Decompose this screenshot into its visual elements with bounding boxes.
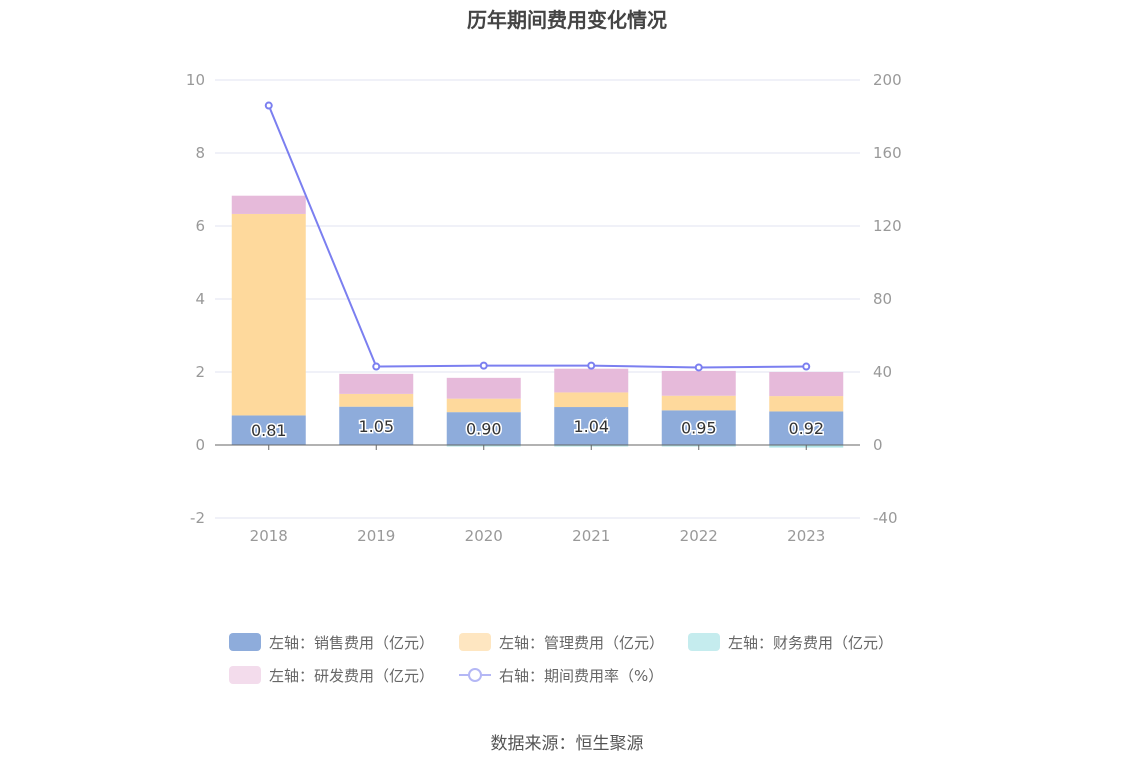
rate-line [267,105,807,369]
legend-item-finance[interactable]: 左轴：财务费用（亿元） [688,630,893,654]
legend-item-rate[interactable]: 右轴：期间费用率（%） [459,663,663,687]
legend-item-rnd[interactable]: 左轴：研发费用（亿元） [229,663,434,687]
left-tick-label: 10 [186,71,205,89]
bar-3-2020 [446,377,521,399]
right-tick-label: 160 [873,144,902,162]
bar-1-2020 [446,398,521,413]
left-tick-label: 8 [195,144,205,162]
legend-swatch-sales [229,633,261,651]
bar-3-2023 [769,372,844,397]
legend-swatch-rate [459,666,491,684]
legend-item-sales[interactable]: 左轴：销售费用（亿元） [229,630,434,654]
data-source: 数据来源：恒生聚源 [490,734,644,754]
bar-3-2022 [661,370,736,396]
legend-label-rate: 右轴：期间费用率（%） [499,666,664,685]
legend-label-sales: 左轴：销售费用（亿元） [269,633,435,652]
right-tick-label: 120 [873,217,902,235]
x-tick-label: 2018 [250,527,288,545]
legend-swatch-finance [688,633,720,651]
rate-point-2018 [264,101,273,110]
rate-point-2020 [479,361,488,370]
left-tick-label: 2 [195,363,205,381]
bar-0-2022 [661,410,736,445]
x-tick-label: 2021 [572,527,610,545]
bar-0-2018 [231,415,306,445]
left-tick-label: 4 [195,290,205,308]
bar-0-2021 [554,407,629,445]
bar-1-2018 [231,213,306,416]
bar-1-2022 [661,395,736,411]
bar-0-2023 [769,411,844,445]
bar-1-2021 [554,392,629,408]
rate-point-2023 [802,362,811,371]
x-tick-label: 2019 [357,527,395,545]
sales-data-label: 1.05 [358,417,394,436]
sales-data-label: 0.81 [251,421,287,440]
sales-data-label: 0.95 [681,419,717,438]
right-tick-label: 0 [873,436,883,454]
legend-label-finance: 左轴：财务费用（亿元） [728,633,894,652]
right-tick-label: 200 [873,71,902,89]
right-tick-label: -40 [873,509,898,527]
bar-0-2020 [446,412,521,445]
legend-item-admin[interactable]: 左轴：管理费用（亿元） [459,630,664,654]
bar-1-2023 [769,396,844,412]
left-tick-label: 0 [195,436,205,454]
bar-3-2021 [554,368,629,393]
rate-point-2021 [587,361,596,370]
legend-label-admin: 左轴：管理费用（亿元） [499,633,665,652]
rate-point-2019 [372,362,381,371]
x-tick-label: 2022 [680,527,718,545]
left-tick-label: 6 [195,217,205,235]
left-tick-label: -2 [190,509,205,527]
legend-swatch-rnd [229,666,261,684]
legend-swatch-admin [459,633,491,651]
bar-1-2019 [339,393,414,407]
chart-title: 历年期间费用变化情况 [467,8,667,32]
rate-point-2022 [694,363,703,372]
bar-0-2019 [339,406,414,445]
sales-data-label: 0.90 [466,420,502,439]
legend-label-rnd: 左轴：研发费用（亿元） [269,666,435,685]
right-tick-label: 40 [873,363,892,381]
sales-data-label: 1.04 [573,417,609,436]
expense-chart: 10 8 6 4 2 0 -2 200 160 120 80 40 0 -40 2018 2019 2020 20… [186,71,902,545]
bar-3-2019 [339,373,414,394]
right-tick-label: 80 [873,290,892,308]
x-tick-label: 2023 [787,527,825,545]
bar-3-2018 [231,195,306,214]
sales-data-label: 0.92 [788,419,824,438]
x-tick-label: 2020 [465,527,503,545]
